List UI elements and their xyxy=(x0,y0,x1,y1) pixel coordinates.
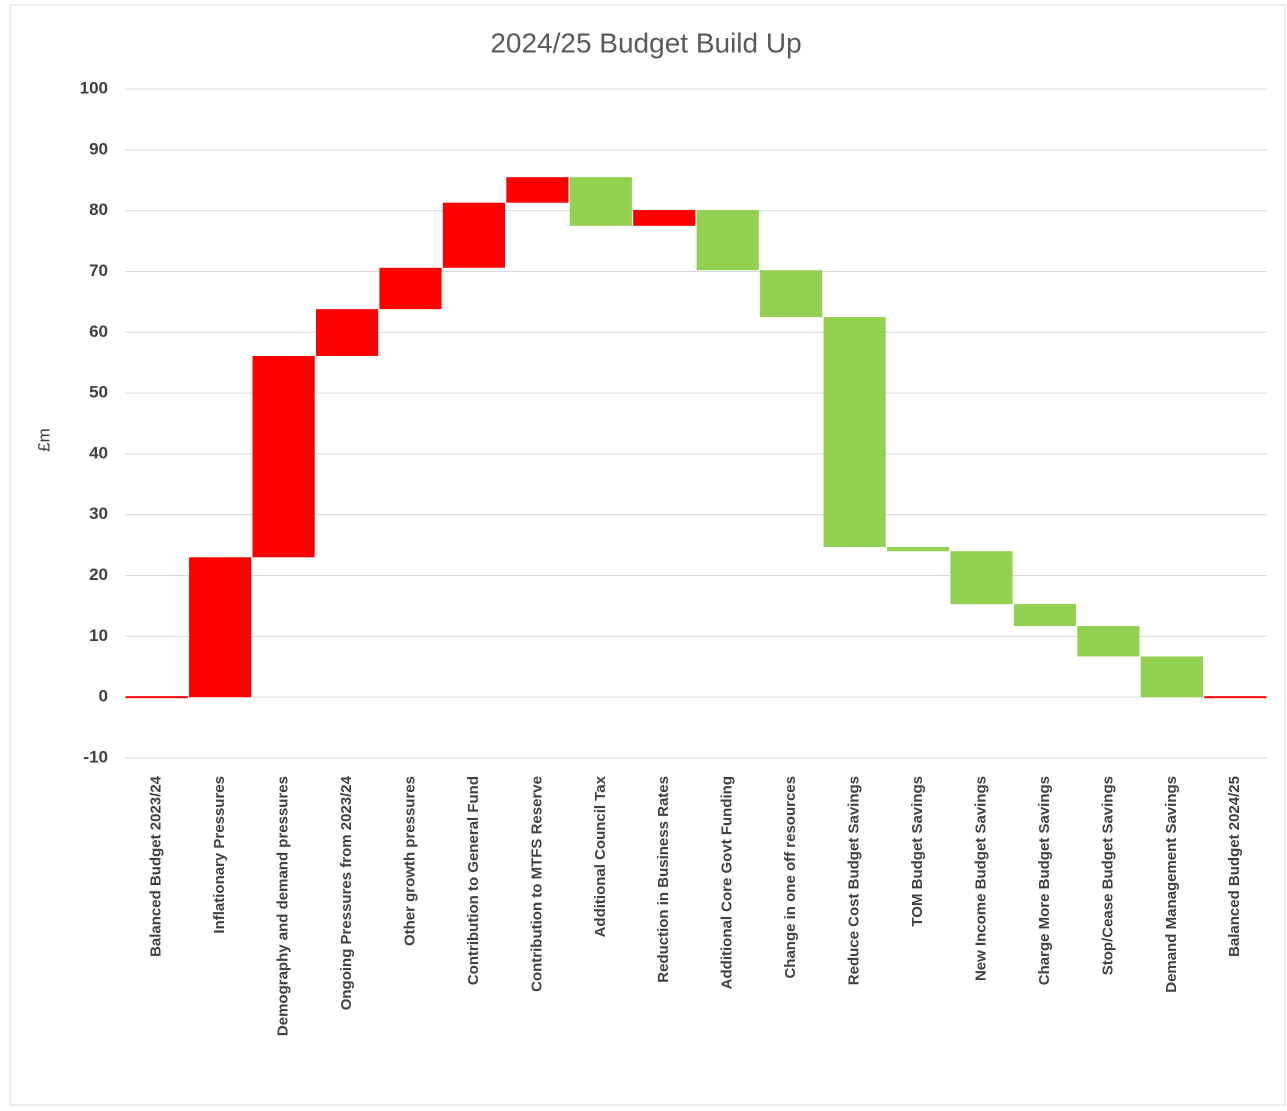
x-tick-label: TOM Budget Savings xyxy=(909,776,926,927)
bar xyxy=(506,177,569,203)
x-tick-label: Charge More Budget Savings xyxy=(1036,776,1053,985)
chart-frame xyxy=(9,4,1286,1106)
x-tick-label: Reduction in Business Rates xyxy=(655,776,672,983)
y-axis-label: £m xyxy=(34,428,53,452)
bar xyxy=(379,267,442,310)
x-tick-label: Contribution to General Fund xyxy=(465,776,482,985)
x-tick-label: Contribution to MTFS Reserve xyxy=(528,776,545,992)
y-tick-label: 60 xyxy=(89,322,108,341)
bar xyxy=(1140,656,1203,698)
x-tick-label: Additional Core Govt Funding xyxy=(719,776,736,989)
bar xyxy=(633,210,696,226)
x-tick-label: Demand Management Savings xyxy=(1163,776,1180,993)
y-tick-label: 80 xyxy=(89,200,108,219)
y-tick-label: 90 xyxy=(89,139,108,158)
chart-title: 2024/25 Budget Build Up xyxy=(490,27,801,58)
y-tick-label: 20 xyxy=(89,565,108,584)
x-tick-label: New Income Budget Savings xyxy=(972,776,989,981)
x-tick-label: Stop/Cease Budget Savings xyxy=(1099,776,1116,975)
bar xyxy=(1077,626,1140,657)
bar xyxy=(760,270,823,318)
x-tick-label: Reduce Cost Budget Savings xyxy=(846,776,863,985)
x-tick-label: Demography and demand pressures xyxy=(275,776,292,1036)
bar xyxy=(315,309,379,356)
bar xyxy=(950,551,1013,605)
bar xyxy=(1013,604,1077,627)
x-tick-label: Ongoing Pressures from 2023/24 xyxy=(338,775,355,1010)
bar xyxy=(189,557,252,698)
x-tick-label: Inflationary Pressures xyxy=(211,776,228,934)
y-tick-label: 40 xyxy=(89,443,108,462)
x-tick-label: Other growth pressures xyxy=(401,776,418,946)
y-tick-label: 30 xyxy=(89,504,108,523)
bar xyxy=(823,317,886,547)
x-tick-label: Balanced Budget 2023/24 xyxy=(148,775,165,957)
y-tick-label: -10 xyxy=(83,747,108,766)
y-tick-label: 10 xyxy=(89,626,108,645)
y-tick-label: 0 xyxy=(99,687,108,706)
y-tick-label: 100 xyxy=(80,78,108,97)
bar xyxy=(252,355,315,558)
bar xyxy=(886,546,950,552)
bar xyxy=(442,202,506,268)
y-tick-label: 70 xyxy=(89,261,108,280)
bar xyxy=(1204,696,1267,699)
bar xyxy=(569,177,632,226)
x-tick-label: Change in one off resources xyxy=(782,776,799,979)
y-tick-label: 50 xyxy=(89,383,108,402)
bar xyxy=(125,696,188,699)
x-tick-label: Balanced Budget 2024/25 xyxy=(1226,776,1243,957)
bar xyxy=(696,210,759,271)
x-tick-label: Additional Council Tax xyxy=(592,775,609,937)
